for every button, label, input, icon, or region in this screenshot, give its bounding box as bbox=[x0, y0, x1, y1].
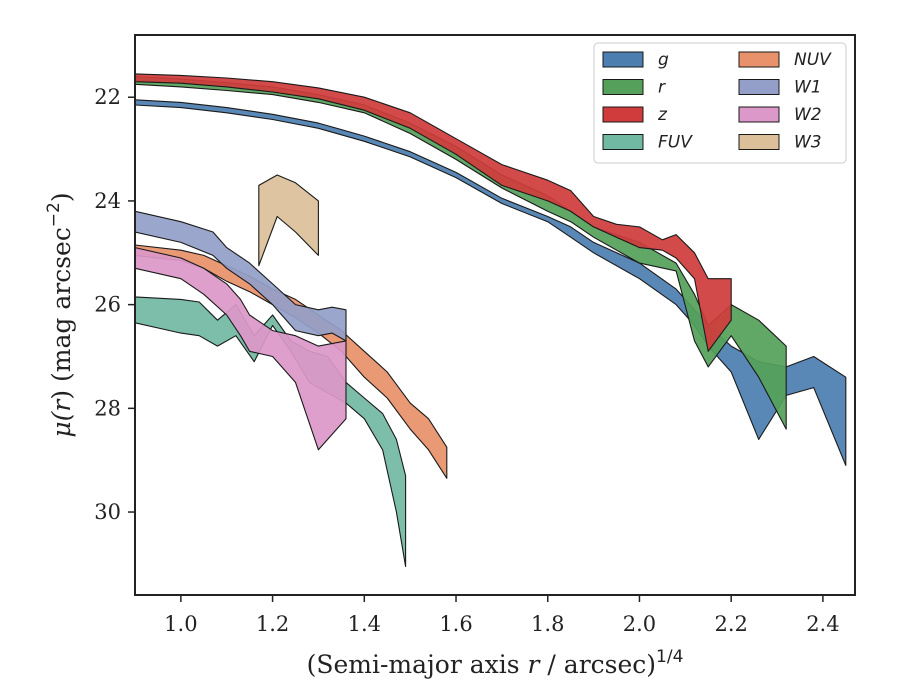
legend-swatch-g bbox=[602, 51, 644, 68]
band-w2 bbox=[135, 247, 347, 451]
legend-swatch-nuv bbox=[738, 51, 780, 68]
legend-label-g: g bbox=[658, 50, 669, 70]
x-tick-label: 1.6 bbox=[439, 612, 472, 636]
legend-label-r: r bbox=[658, 78, 666, 98]
legend-swatch-z bbox=[602, 106, 644, 123]
x-axis-title-main: (Semi-major axis bbox=[307, 650, 528, 679]
y-tick-label: 28 bbox=[94, 396, 121, 420]
legend-swatch-w2 bbox=[738, 106, 780, 123]
legend-label-fuv: FUV bbox=[658, 133, 693, 153]
y-tick-label: 24 bbox=[94, 189, 121, 213]
x-axis-ticks: 1.0 1.2 1.4 1.6 1.8 2.0 2.2 2.4 bbox=[164, 595, 840, 636]
legend-label-w3: W3 bbox=[794, 133, 822, 153]
legend-label-nuv: NUV bbox=[794, 50, 832, 70]
x-tick-label: 2.2 bbox=[714, 612, 747, 636]
y-axis-title-var: r bbox=[47, 398, 76, 412]
legend-label-w2: W2 bbox=[794, 105, 822, 125]
x-tick-label: 2.0 bbox=[623, 612, 656, 636]
x-tick-label: 2.4 bbox=[806, 612, 839, 636]
plot-frame bbox=[134, 34, 856, 596]
legend-swatch-w1 bbox=[738, 79, 780, 95]
legend-label-z: z bbox=[657, 105, 668, 125]
legend-label-w1: W1 bbox=[794, 78, 822, 98]
y-axis-title-close: ) bbox=[47, 192, 76, 202]
y-axis-title-exponent: −2 bbox=[44, 202, 64, 227]
profile-bands bbox=[135, 73, 847, 568]
band-w3 bbox=[258, 174, 319, 267]
legend-swatch-r bbox=[602, 79, 644, 95]
x-tick-label: 1.0 bbox=[164, 612, 197, 636]
band-z bbox=[135, 73, 732, 352]
legend-swatch-fuv bbox=[602, 134, 644, 150]
y-tick-label: 26 bbox=[94, 293, 121, 317]
y-axis-title: μ(r) (mag arcsec−2) bbox=[44, 192, 76, 437]
y-axis-title-rest: ) (mag arcsec bbox=[47, 227, 76, 400]
x-tick-label: 1.8 bbox=[531, 612, 564, 636]
x-axis-title: (Semi-major axis r / arcsec)1/4 bbox=[307, 647, 684, 679]
band-g bbox=[135, 99, 847, 466]
y-tick-label: 30 bbox=[94, 500, 121, 524]
legend-swatch-w3 bbox=[738, 134, 780, 150]
x-axis-title-var: r bbox=[528, 650, 542, 679]
x-axis-title-rest: / arcsec) bbox=[539, 650, 656, 679]
y-axis-ticks: 22 24 26 28 30 bbox=[94, 85, 135, 524]
y-tick-label: 22 bbox=[94, 85, 121, 109]
x-axis-title-exponent: 1/4 bbox=[656, 647, 683, 667]
x-tick-label: 1.4 bbox=[348, 612, 381, 636]
legend-box bbox=[593, 42, 847, 164]
y-axis-title-mu: μ( bbox=[47, 410, 76, 437]
legend: grz FUV NUV W1 W2 W3 bbox=[593, 42, 847, 164]
x-tick-label: 1.2 bbox=[256, 612, 289, 636]
